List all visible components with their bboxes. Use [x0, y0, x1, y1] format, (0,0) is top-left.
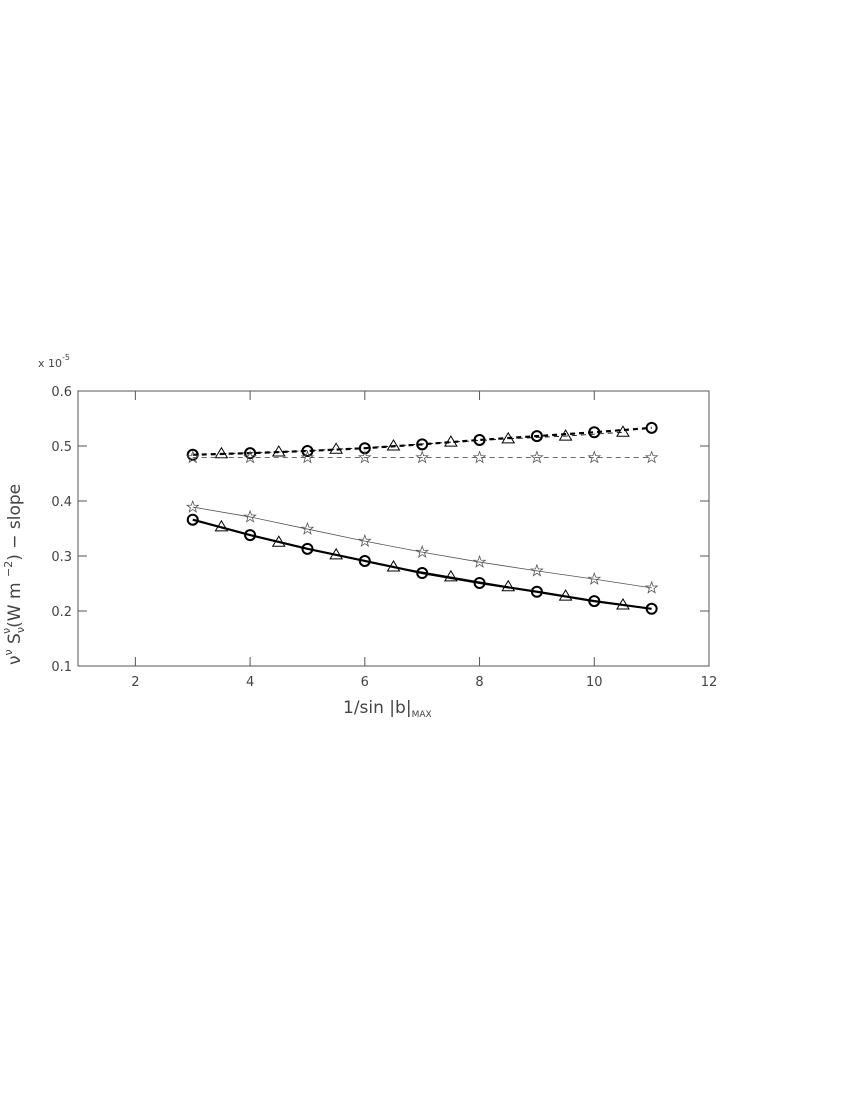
- ylabel-part: (W m: [5, 577, 25, 628]
- triangle-marker: [329, 547, 344, 560]
- star-marker: [357, 533, 372, 547]
- y-tick-label: 0.6: [51, 385, 72, 400]
- star-marker: [415, 450, 430, 464]
- plot-frame: [77, 390, 710, 667]
- y-tick-label: 0.4: [51, 495, 72, 510]
- triangle-marker: [501, 579, 516, 592]
- star-marker: [472, 450, 487, 464]
- triangle-marker: [271, 445, 286, 457]
- star-marker: [587, 450, 602, 464]
- circle-marker: [645, 421, 658, 434]
- series-line: [221, 431, 623, 455]
- multiplier-base: x 10: [38, 357, 62, 370]
- ylabel-part: ν: [5, 656, 25, 666]
- star-marker: [243, 450, 257, 464]
- x-tick-label: 10: [586, 675, 603, 690]
- x-axis-title: 1/sin |b|MAX: [343, 698, 432, 720]
- y-tick-label: 0.1: [51, 660, 72, 675]
- ylabel-part: ν: [14, 627, 27, 633]
- triangle-marker: [616, 425, 630, 437]
- y-tick-label: 0.5: [51, 440, 72, 455]
- xlabel-part: 1/sin |b|: [343, 698, 412, 718]
- series-line: [221, 526, 624, 606]
- y-multiplier: x 10-5: [38, 353, 70, 370]
- star-marker: [472, 554, 487, 568]
- star-marker: [357, 450, 372, 464]
- circle-marker: [186, 513, 199, 526]
- ylabel-part: ν: [0, 628, 13, 634]
- triangle-marker: [616, 597, 630, 610]
- y-axis-title: νν Sνν(W m −2) − slope: [0, 484, 27, 665]
- triangle-marker: [558, 429, 573, 441]
- triangle-marker: [501, 431, 516, 444]
- x-tick-label: 2: [131, 675, 139, 690]
- ylabel-part: ) − slope: [5, 484, 25, 561]
- x-tick-label: 12: [701, 675, 718, 690]
- star-marker: [587, 571, 602, 585]
- circle-marker: [588, 426, 601, 439]
- multiplier-exp: -5: [62, 353, 70, 362]
- triangle-marker: [558, 589, 573, 601]
- triangle-marker: [214, 519, 229, 532]
- star-marker: [185, 450, 200, 464]
- triangle-marker: [271, 535, 286, 547]
- triangle-marker: [386, 560, 401, 572]
- star-marker: [243, 509, 257, 523]
- ylabel-part: ν: [2, 649, 15, 655]
- series-line: [192, 518, 652, 610]
- circle-marker: [530, 430, 543, 443]
- ylabel-part: −2: [2, 561, 15, 577]
- circle-marker: [301, 542, 314, 555]
- circle-marker: [416, 438, 429, 451]
- y-tick-label: 0.3: [51, 550, 72, 565]
- xlabel-part: MAX: [412, 710, 432, 720]
- x-tick-label: 6: [361, 675, 369, 690]
- star-marker: [644, 450, 659, 464]
- circle-marker: [358, 554, 371, 567]
- triangle-marker: [386, 439, 401, 451]
- x-tick-label: 8: [475, 675, 483, 690]
- triangle-marker: [443, 569, 458, 582]
- star-marker: [530, 450, 544, 464]
- star-marker: [644, 580, 659, 594]
- star-marker: [300, 521, 315, 535]
- triangle-marker: [329, 442, 344, 454]
- star-marker: [300, 450, 315, 464]
- circle-marker: [244, 529, 257, 542]
- triangle-marker: [214, 446, 229, 459]
- circle-marker: [244, 447, 257, 460]
- triangle-marker: [443, 435, 458, 447]
- star-marker: [415, 544, 430, 558]
- y-tick-label: 0.2: [51, 605, 72, 620]
- star-marker: [185, 499, 200, 513]
- circle-marker: [530, 585, 543, 598]
- circle-marker: [645, 602, 658, 615]
- ylabel-part: S: [5, 633, 25, 649]
- star-marker: [530, 563, 544, 577]
- x-tick-label: 4: [246, 675, 254, 690]
- series-line: [192, 506, 652, 589]
